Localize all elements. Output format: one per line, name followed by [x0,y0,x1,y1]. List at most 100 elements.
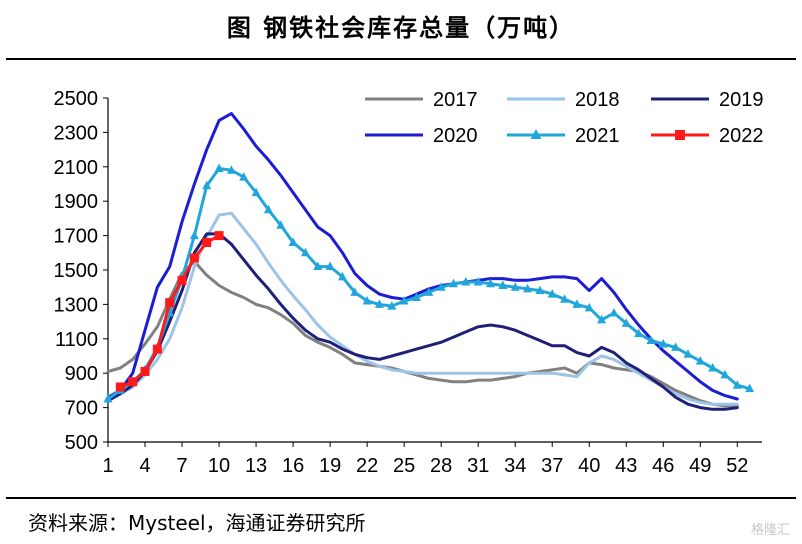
point-2021 [683,349,693,358]
point-2021 [387,301,397,310]
point-2021 [597,314,607,324]
point-2021 [189,230,199,240]
x-tick-label: 49 [689,455,711,477]
point-2022 [214,231,224,241]
point-2022 [115,382,125,392]
source-note: 资料来源：Mysteel，海通证券研究所 [28,511,366,535]
legend-marker [675,130,685,140]
point-2021 [411,292,421,302]
point-2021 [325,261,335,271]
point-2021 [300,247,310,257]
series-2022 [115,231,224,392]
legend-marker [530,129,542,139]
y-tick-label: 2300 [54,122,99,144]
x-tick-label: 7 [176,455,187,477]
point-2021 [103,394,113,403]
y-tick-label: 2100 [54,157,99,179]
y-tick-label: 900 [65,363,98,385]
top-rule [6,58,796,60]
y-tick-label: 1900 [54,191,99,213]
x-tick-label: 46 [652,455,674,477]
x-tick-label: 43 [615,455,637,477]
point-2021 [745,383,755,393]
watermark: 格隆汇 [750,523,790,538]
point-2021 [708,363,718,372]
series-line-2020 [106,112,739,401]
point-2021 [523,283,533,293]
point-2021 [658,338,668,348]
y-tick-label: 1700 [54,226,99,248]
legend-item-2018: 2018 [507,89,620,111]
point-2021 [449,278,459,288]
y-tick-label: 700 [65,398,98,420]
series-2017 [106,259,739,408]
point-2022 [152,344,162,354]
y-tick-label: 500 [65,432,98,454]
point-2021 [535,285,545,295]
point-2021 [313,261,323,271]
x-tick-label: 25 [393,455,415,477]
point-2021 [461,277,471,286]
x-tick-label: 16 [282,455,304,477]
point-2022 [128,377,138,387]
point-2021 [609,308,619,317]
point-2021 [584,302,594,312]
point-2021 [263,204,273,214]
series-line-2017 [106,259,739,408]
point-2021 [399,295,409,305]
x-tick-label: 37 [541,455,563,477]
series-line-2018 [106,211,739,406]
x-tick-label: 52 [726,455,748,477]
point-2021 [695,356,705,365]
point-2021 [436,282,446,291]
point-2021 [486,278,496,288]
legend-item-2020: 2020 [365,125,478,147]
x-tick-label: 22 [356,455,378,477]
y-tick-label: 1100 [55,329,98,351]
point-2021 [374,299,384,308]
series-2020 [106,112,739,401]
y-tick-label: 2500 [54,88,99,110]
series-2021 [103,163,755,403]
point-2021 [276,220,286,229]
series-line-2019 [106,232,739,411]
point-2021 [362,295,372,305]
point-2021 [720,369,730,379]
point-2022 [202,237,212,247]
chart-title: 图 钢铁社会库存总量（万吨） [226,14,576,42]
point-2022 [165,298,175,308]
legend-label: 2019 [719,89,764,111]
point-2022 [189,253,199,263]
x-tick-label: 19 [319,455,341,477]
point-2021 [251,187,261,197]
point-2022 [177,275,187,285]
series-layer [103,112,755,411]
point-2021 [498,280,508,289]
legend-label: 2020 [433,125,478,147]
x-tick-label: 13 [245,455,267,477]
legend-item-2017: 2017 [365,89,478,111]
x-tick-label: 1 [102,455,113,477]
point-2021 [424,287,434,296]
legend-label: 2017 [433,89,478,111]
point-2021 [288,237,298,246]
point-2021 [239,172,249,181]
point-2021 [572,299,582,308]
legend: 2017 2018 2019 2020 2021 2022 [365,89,764,147]
point-2021 [350,287,360,296]
x-tick-label: 40 [578,455,600,477]
legend-item-2019: 2019 [651,89,764,111]
series-line-2021 [106,167,752,401]
legend-item-2021: 2021 [507,125,620,147]
legend-label: 2022 [719,125,764,147]
point-2021 [646,335,656,345]
axes: 500 700 900 1100 1300 1500 1700 1900 2100 2300 250… [54,88,762,477]
point-2021 [510,282,520,291]
point-2021 [621,318,631,327]
point-2021 [202,180,212,190]
series-2019 [106,232,739,411]
point-2021 [214,163,224,173]
point-2021 [732,380,742,389]
point-2021 [671,342,681,351]
